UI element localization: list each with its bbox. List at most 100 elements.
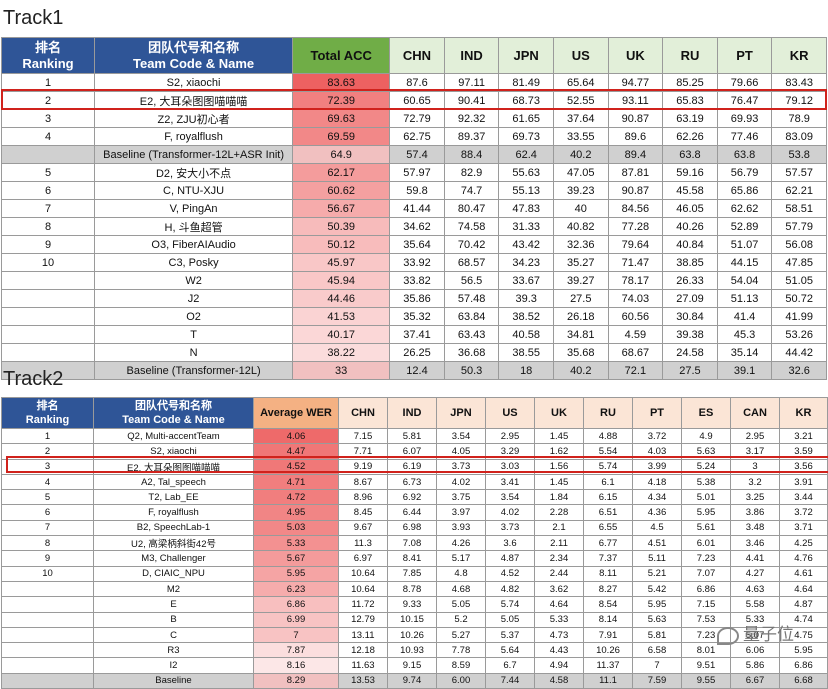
value-cell: 3.48	[730, 519, 780, 537]
value-cell: 26.33	[662, 271, 718, 290]
value-cell: 3.59	[779, 443, 828, 460]
value-cell: 26.18	[552, 307, 609, 326]
value-cell: 5.33	[534, 611, 584, 628]
track1-table: 排名 Ranking 团队代号和名称 Team Code & Name Total AC…	[1, 37, 827, 380]
rank-cell: 3	[1, 458, 94, 475]
value-cell: 78.17	[607, 271, 664, 290]
value-cell: 33.82	[389, 271, 445, 290]
rank-cell: 3	[1, 109, 95, 128]
team-cell: E	[93, 596, 254, 613]
watermark: 量子位	[717, 620, 794, 645]
value-cell: 3.46	[730, 535, 780, 552]
value-cell: 5.54	[583, 443, 633, 460]
value-cell: 10.26	[387, 626, 437, 644]
value-cell: 35.68	[552, 343, 609, 362]
value-cell: 10.15	[387, 611, 437, 628]
value-cell: 35.32	[389, 307, 445, 326]
header-jpn: JPN	[498, 37, 554, 74]
team-cell: Q2, Multi-accentTeam	[93, 427, 254, 445]
total-cell: 69.63	[292, 109, 391, 128]
table-row: 5 T2, Lab_EE 4.72 8.96 6.92 3.75 3.54 1.84 6.15 4…	[1, 489, 828, 506]
value-cell: 37.41	[389, 325, 445, 344]
value-cell: 57.97	[389, 163, 445, 182]
value-cell: 88.4	[443, 145, 500, 164]
value-cell: 2.95	[730, 427, 780, 445]
value-cell: 4.36	[632, 504, 682, 521]
rank-cell	[1, 626, 94, 644]
value-cell: 26.25	[389, 343, 445, 362]
value-cell: 2.44	[534, 565, 584, 582]
value-cell: 84.56	[607, 199, 664, 218]
value-cell: 1.84	[534, 489, 584, 506]
value-cell: 3.6	[485, 535, 535, 552]
value-cell: 8.11	[583, 565, 633, 582]
value-cell: 87.81	[607, 163, 664, 182]
value-cell: 6.97	[338, 550, 388, 567]
value-cell: 5.27	[436, 626, 486, 644]
value-cell: 4.25	[779, 535, 828, 552]
total-cell: 72.39	[292, 91, 391, 110]
value-cell: 7.23	[681, 550, 731, 567]
value-cell: 83.43	[771, 73, 827, 92]
value-cell: 4.18	[632, 473, 682, 491]
value-cell: 39.27	[552, 271, 609, 290]
value-cell: 59.8	[389, 181, 445, 200]
value-cell: 89.4	[607, 145, 664, 164]
value-cell: 41.99	[771, 307, 827, 326]
value-cell: 3.54	[436, 427, 486, 445]
value-cell: 43.42	[498, 235, 554, 254]
value-cell: 2.28	[534, 504, 584, 521]
value-cell: 92.32	[443, 109, 500, 128]
value-cell: 3.17	[730, 443, 780, 460]
value-cell: 12.18	[338, 642, 388, 659]
total-cell: 4.06	[253, 427, 339, 445]
value-cell: 4.87	[485, 550, 535, 567]
value-cell: 4.58	[534, 672, 584, 689]
value-cell: 4.02	[436, 473, 486, 491]
team-cell: C, NTU-XJU	[93, 181, 294, 200]
value-cell: 62.75	[389, 127, 445, 146]
value-cell: 72.1	[607, 361, 664, 380]
value-cell: 7.15	[681, 596, 731, 613]
value-cell: 3.2	[730, 473, 780, 491]
table-row: 4 F, royalflush 69.59 62.75 89.37 69.73 33.55 8…	[1, 127, 827, 146]
team-cell: N	[93, 343, 294, 362]
value-cell: 38.85	[662, 253, 718, 272]
value-cell: 47.05	[552, 163, 609, 182]
value-cell: 60.65	[389, 91, 445, 110]
rank-cell: 9	[1, 235, 95, 254]
value-cell: 93.11	[607, 91, 664, 110]
value-cell: 68.67	[607, 343, 664, 362]
value-cell: 47.83	[498, 199, 554, 218]
value-cell: 9.67	[338, 519, 388, 537]
team-cell: T2, Lab_EE	[93, 489, 254, 506]
value-cell: 74.7	[443, 181, 500, 200]
header-ru: RU	[662, 37, 718, 74]
value-cell: 6.01	[681, 535, 731, 552]
value-cell: 5.2	[436, 611, 486, 628]
value-cell: 32.6	[771, 361, 827, 380]
value-cell: 32.36	[552, 235, 609, 254]
table-row: 4 A2, Tal_speech 4.71 8.67 6.73 4.02 3.41 1.45 6…	[1, 473, 828, 491]
value-cell: 34.81	[552, 325, 609, 344]
value-cell: 7	[632, 657, 682, 674]
header-pt: PT	[632, 397, 682, 429]
value-cell: 4.51	[632, 535, 682, 552]
total-cell: 83.63	[292, 73, 391, 92]
rank-cell	[1, 596, 94, 613]
value-cell: 9.33	[387, 596, 437, 613]
value-cell: 12.79	[338, 611, 388, 628]
value-cell: 34.62	[389, 217, 445, 236]
rank-cell: 2	[1, 91, 95, 110]
rank-cell	[1, 343, 95, 362]
value-cell: 4.73	[534, 626, 584, 644]
value-cell: 8.59	[436, 657, 486, 674]
value-cell: 69.93	[716, 109, 773, 128]
value-cell: 3	[730, 458, 780, 475]
value-cell: 4.88	[583, 427, 633, 445]
header-us: US	[552, 37, 609, 74]
value-cell: 6.7	[485, 657, 535, 674]
value-cell: 8.78	[387, 580, 437, 598]
value-cell: 3.99	[632, 458, 682, 475]
value-cell: 55.13	[498, 181, 554, 200]
